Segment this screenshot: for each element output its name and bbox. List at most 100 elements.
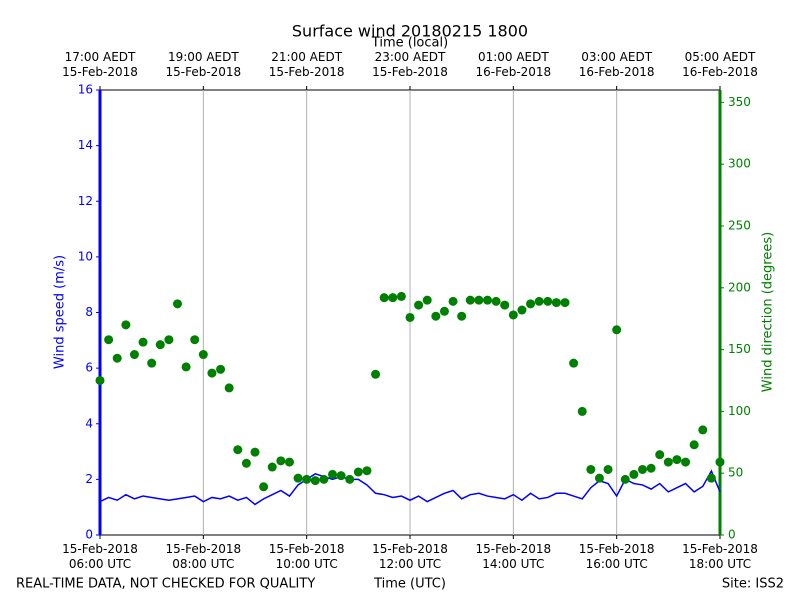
- x-tick-label: 15-Feb-2018 08:00 UTC: [165, 542, 242, 571]
- direction-point: [603, 464, 613, 474]
- y2-tick-label: 250: [728, 218, 751, 232]
- y-tick-label: 2: [85, 472, 93, 486]
- direction-point: [586, 464, 596, 474]
- y2-tick-label: 0: [728, 528, 736, 542]
- direction-point: [388, 293, 398, 303]
- direction-point: [706, 473, 716, 483]
- y-tick-label: 6: [85, 361, 93, 375]
- direction-point: [508, 310, 518, 320]
- direction-point: [250, 447, 260, 457]
- y2-tick-label: 50: [728, 466, 743, 480]
- direction-point: [284, 457, 294, 467]
- direction-point: [198, 350, 208, 360]
- direction-point: [439, 306, 449, 316]
- direction-point: [560, 298, 570, 308]
- direction-point: [147, 358, 157, 368]
- x-axis-label: Time (UTC): [373, 577, 446, 592]
- direction-point: [379, 293, 389, 303]
- direction-point: [173, 299, 182, 309]
- top-tick-label: 01:00 AEDT 16-Feb-2018: [475, 50, 552, 79]
- y-tick-label: 16: [78, 83, 93, 97]
- direction-point: [104, 335, 114, 345]
- direction-point: [457, 311, 467, 321]
- top-axis-label: Time (local): [371, 36, 448, 51]
- direction-point: [414, 300, 424, 310]
- y2-tick-label: 100: [728, 404, 751, 418]
- direction-point: [319, 474, 329, 484]
- direction-point: [155, 340, 165, 350]
- direction-point: [112, 353, 122, 363]
- y-tick-label: 14: [78, 138, 93, 152]
- direction-point: [345, 474, 355, 484]
- direction-point: [448, 296, 458, 306]
- direction-point: [207, 368, 217, 378]
- chart-title: Surface wind 20180215 1800: [292, 22, 528, 41]
- y2-tick-label: 150: [728, 342, 751, 356]
- direction-point: [551, 298, 561, 308]
- direction-point: [310, 476, 320, 486]
- footer-note: REAL-TIME DATA, NOT CHECKED FOR QUALITY: [16, 577, 315, 592]
- direction-point: [138, 337, 148, 347]
- direction-point: [663, 457, 673, 467]
- x-tick-label: 15-Feb-2018 06:00 UTC: [62, 542, 138, 571]
- y2-tick-label: 300: [728, 157, 751, 171]
- direction-point: [431, 311, 441, 321]
- direction-point: [638, 464, 647, 474]
- direction-point: [181, 362, 191, 372]
- direction-point: [612, 325, 622, 335]
- y-tick-label: 0: [85, 528, 93, 542]
- top-tick-label: 23:00 AEDT 15-Feb-2018: [372, 50, 448, 79]
- direction-point: [526, 299, 536, 309]
- top-tick-label: 21:00 AEDT 15-Feb-2018: [268, 50, 345, 79]
- direction-point: [164, 335, 174, 345]
- top-tick-label: 17:00 AEDT 15-Feb-2018: [62, 50, 138, 79]
- direction-point: [543, 296, 553, 306]
- direction-point: [646, 463, 656, 473]
- direction-point: [129, 350, 139, 360]
- footer-site: Site: ISS2: [722, 577, 784, 592]
- direction-point: [577, 406, 587, 416]
- direction-point: [534, 296, 544, 306]
- direction-point: [259, 482, 269, 492]
- direction-point: [121, 320, 131, 330]
- wind-speed-line: [99, 469, 721, 506]
- direction-point: [681, 457, 691, 467]
- direction-point: [224, 383, 234, 393]
- x-tick-label: 15-Feb-2018 12:00 UTC: [372, 542, 448, 571]
- direction-point: [233, 445, 243, 455]
- direction-point: [517, 305, 527, 315]
- y-axis-label: Wind speed (m/s): [53, 255, 68, 369]
- direction-point: [302, 474, 312, 484]
- y2-tick-label: 350: [728, 95, 751, 109]
- direction-point: [500, 300, 510, 310]
- y2-axis-label: Wind direction (degrees): [761, 232, 776, 392]
- direction-point: [672, 455, 682, 465]
- y-tick-label: 10: [78, 249, 93, 263]
- y-tick-label: 4: [85, 416, 93, 430]
- direction-point: [491, 296, 501, 306]
- direction-point: [353, 467, 363, 477]
- direction-point: [241, 458, 251, 468]
- y2-tick-label: 200: [728, 280, 751, 294]
- direction-point: [422, 295, 432, 305]
- direction-point: [190, 335, 200, 345]
- direction-point: [371, 369, 381, 379]
- direction-point: [483, 295, 492, 305]
- x-tick-label: 15-Feb-2018 14:00 UTC: [475, 542, 552, 571]
- x-tick-label: 15-Feb-2018 18:00 UTC: [682, 542, 758, 571]
- direction-point: [362, 466, 372, 476]
- x-tick-label: 15-Feb-2018 10:00 UTC: [268, 542, 345, 571]
- y-tick-label: 12: [78, 194, 93, 208]
- x-tick-label: 15-Feb-2018 16:00 UTC: [578, 542, 655, 571]
- direction-point: [594, 473, 604, 483]
- direction-point: [396, 291, 406, 301]
- direction-point: [267, 462, 277, 472]
- direction-point: [276, 456, 286, 466]
- direction-point: [655, 450, 665, 460]
- direction-point: [405, 312, 415, 322]
- top-tick-label: 05:00 AEDT 16-Feb-2018: [682, 50, 758, 79]
- direction-point: [216, 364, 226, 374]
- direction-point: [336, 471, 346, 481]
- top-tick-label: 03:00 AEDT 16-Feb-2018: [578, 50, 655, 79]
